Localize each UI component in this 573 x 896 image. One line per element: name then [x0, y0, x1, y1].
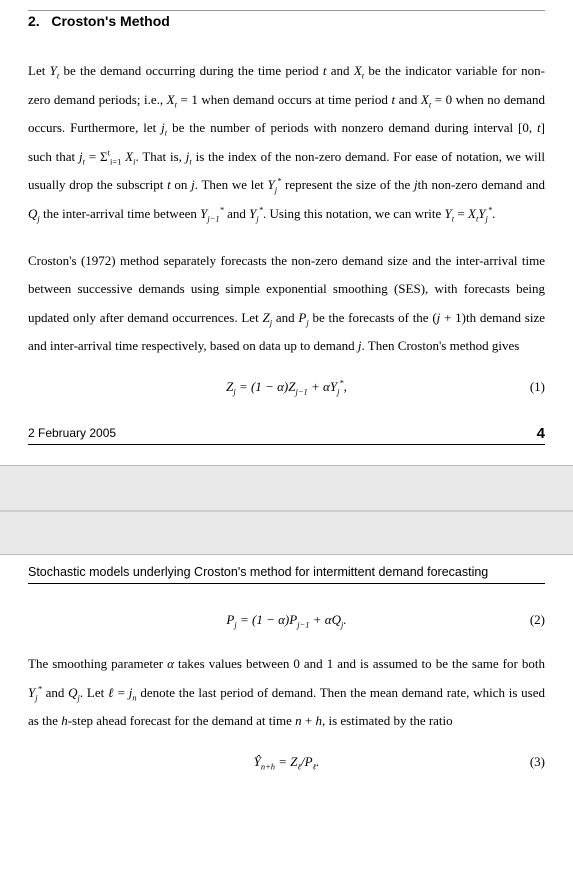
page-upper: 2. Croston's Method Let Yt be the demand…	[0, 0, 573, 465]
section-number: 2.	[28, 13, 40, 29]
running-header: Stochastic models underlying Croston's m…	[28, 565, 545, 584]
page-lower: Stochastic models underlying Croston's m…	[0, 555, 573, 794]
equation-3-number: (3)	[515, 754, 545, 770]
paragraph-2: Croston's (1972) method separately forec…	[28, 247, 545, 361]
equation-2: Pj = (1 − α)Pj−1 + αQj. (2)	[28, 612, 545, 628]
equation-1: Zj = (1 − α)Zj−1 + αYj*, (1)	[28, 379, 545, 395]
footer-page-number: 4	[537, 425, 545, 442]
section-title-text: Croston's Method	[51, 13, 169, 29]
equation-1-number: (1)	[515, 379, 545, 395]
footer-date: 2 February 2005	[28, 426, 116, 440]
equation-3-body: Ŷn+h = Zℓ/Pℓ.	[58, 754, 515, 770]
page-break-gap	[0, 465, 573, 555]
page-footer: 2 February 2005 4	[28, 425, 545, 445]
equation-2-body: Pj = (1 − α)Pj−1 + αQj.	[58, 612, 515, 628]
equation-3: Ŷn+h = Zℓ/Pℓ. (3)	[28, 754, 545, 770]
paragraph-3: The smoothing parameter α takes values b…	[28, 650, 545, 736]
equation-1-body: Zj = (1 − α)Zj−1 + αYj*,	[58, 379, 515, 395]
paragraph-1: Let Yt be the demand occurring during th…	[28, 57, 545, 229]
equation-2-number: (2)	[515, 612, 545, 628]
section-heading: 2. Croston's Method	[28, 10, 545, 29]
